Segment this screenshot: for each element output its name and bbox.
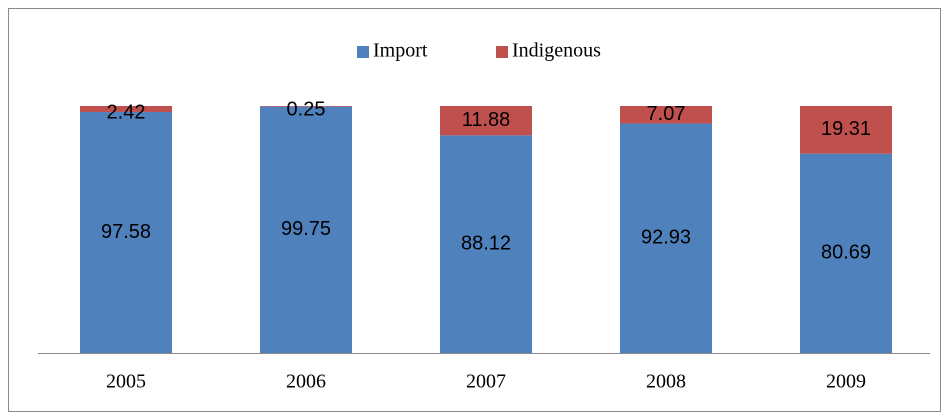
x-tick-label: 2005 [106,371,146,393]
data-label: 99.75 [281,218,331,240]
legend-label: Import [373,40,428,62]
bar-segment [260,106,352,107]
bar-segment [800,153,892,353]
data-label: 0.25 [287,99,326,121]
bar-segment [440,135,532,353]
data-label: 88.12 [461,232,511,254]
legend-swatch [357,46,369,58]
bar-segment [620,123,712,354]
bar-segment [800,106,892,154]
data-label: 92.93 [641,227,691,249]
x-tick-label: 2006 [286,371,326,393]
bar-segment [620,106,712,124]
data-label: 80.69 [821,242,871,264]
data-label: 97.58 [101,221,151,243]
bar-segment [260,106,352,354]
data-label: 11.88 [462,109,511,131]
data-label: 2.42 [107,101,146,123]
data-label: 19.31 [821,118,871,140]
data-label: 7.07 [647,103,686,125]
legend-swatch [496,46,508,58]
legend-label: Indigenous [512,40,601,62]
x-tick-label: 2009 [826,371,866,393]
x-tick-label: 2007 [466,371,506,393]
bar-segment [440,106,532,136]
x-tick-label: 2008 [646,371,686,393]
bar-segment [80,106,172,112]
bar-segment [80,111,172,353]
